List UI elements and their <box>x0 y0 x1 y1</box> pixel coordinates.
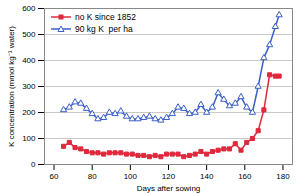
svg-text:300: 300 <box>22 82 36 91</box>
svg-text:80: 80 <box>88 172 97 181</box>
svg-text:120: 120 <box>162 172 176 181</box>
svg-text:K concentration (mmol kg⁻¹ wat: K concentration (mmol kg⁻¹ water) <box>7 26 16 147</box>
svg-text:100: 100 <box>22 134 36 143</box>
svg-text:180: 180 <box>276 172 290 181</box>
svg-text:0: 0 <box>31 160 36 169</box>
svg-text:400: 400 <box>22 56 36 65</box>
svg-text:200: 200 <box>22 108 36 117</box>
svg-text:600: 600 <box>22 4 36 13</box>
svg-text:140: 140 <box>200 172 214 181</box>
svg-text:100: 100 <box>124 172 138 181</box>
svg-text:60: 60 <box>50 172 59 181</box>
html-text:no K since 1852: no K since 1852 <box>75 12 136 22</box>
svg-text:160: 160 <box>238 172 252 181</box>
svg-text:500: 500 <box>22 30 36 39</box>
svg-text:Days after sowing: Days after sowing <box>137 184 201 193</box>
html-text:90 kg K per ha: 90 kg K per ha <box>75 24 133 34</box>
